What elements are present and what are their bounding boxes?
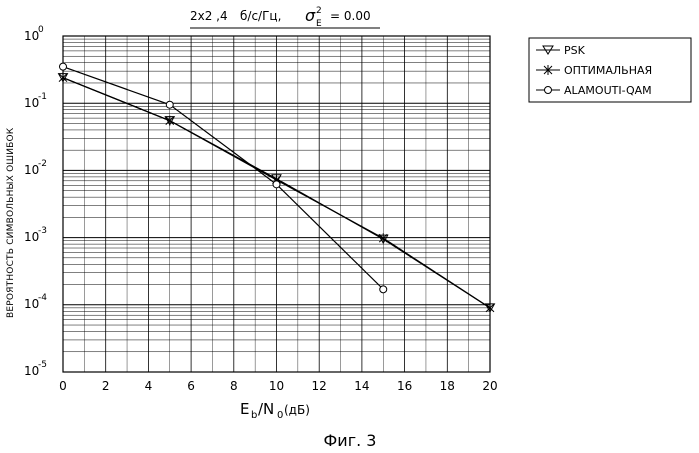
- legend: PSK ОПТИМАЛЬНАЯ ALAMOUTI-QAM: [529, 38, 691, 102]
- data-point: [166, 101, 173, 108]
- grid: [63, 36, 490, 372]
- title-sigma: σ: [305, 6, 316, 25]
- svg-text:-1: -1: [38, 92, 47, 102]
- x-axis: 0 2 4 6 8 10 12 14 16 18 20: [59, 379, 497, 393]
- x-tick-label: 14: [354, 379, 369, 393]
- series-line: [63, 67, 383, 290]
- y-axis: 10 0 10 -1 10 -2 10 -3 10 -4 10 -5: [24, 25, 47, 378]
- figure-caption: Фиг. 3: [324, 431, 377, 450]
- title-rate-unit: б/с/Гц,: [240, 9, 281, 23]
- y-tick-label: 10 -5: [24, 360, 47, 378]
- plot-area: [59, 36, 495, 372]
- svg-text:-2: -2: [38, 159, 47, 169]
- title-config: 2x2 ,4: [190, 9, 228, 23]
- x-tick-label: 20: [482, 379, 497, 393]
- svg-text:10: 10: [24, 364, 39, 378]
- x-tick-label: 2: [102, 379, 110, 393]
- svg-text:E: E: [240, 400, 249, 418]
- svg-text:-3: -3: [38, 226, 47, 236]
- svg-text:b: b: [251, 410, 257, 421]
- svg-text:10: 10: [24, 96, 39, 110]
- chart-title: 2x2 ,4 б/с/Гц, σ 2 E = 0.00: [190, 6, 380, 29]
- data-point: [60, 63, 67, 70]
- svg-text:-5: -5: [38, 360, 47, 370]
- x-tick-label: 12: [312, 379, 327, 393]
- y-tick-label: 10 -4: [24, 293, 47, 311]
- circle-icon: [545, 87, 552, 94]
- svg-text:-4: -4: [38, 293, 47, 303]
- svg-text:10: 10: [24, 230, 39, 244]
- legend-label: ОПТИМАЛЬНАЯ: [564, 64, 652, 77]
- svg-text:(дБ): (дБ): [284, 403, 310, 417]
- y-axis-label: ВЕРОЯТНОСТЬ СИМВОЛЬНЫХ ОШИБОК: [6, 127, 16, 318]
- title-sigma-value: = 0.00: [330, 9, 371, 23]
- svg-text:10: 10: [24, 297, 39, 311]
- legend-label: PSK: [564, 44, 586, 57]
- svg-text:/N: /N: [258, 400, 274, 418]
- series-alamouti-qam: [60, 63, 387, 293]
- svg-text:10: 10: [24, 29, 39, 43]
- data-point: [273, 181, 280, 188]
- svg-text:0: 0: [277, 410, 283, 421]
- y-tick-label: 10 0: [24, 25, 44, 43]
- x-tick-label: 18: [440, 379, 455, 393]
- x-axis-label: E b /N 0 (дБ): [240, 400, 310, 421]
- x-tick-label: 8: [230, 379, 238, 393]
- x-tick-label: 10: [269, 379, 284, 393]
- svg-text:10: 10: [24, 163, 39, 177]
- x-tick-label: 16: [397, 379, 412, 393]
- legend-label: ALAMOUTI-QAM: [564, 84, 652, 97]
- svg-text:0: 0: [38, 25, 44, 35]
- x-tick-label: 0: [59, 379, 67, 393]
- y-tick-label: 10 -2: [24, 159, 47, 177]
- data-point: [380, 286, 387, 293]
- x-tick-label: 4: [145, 379, 153, 393]
- x-tick-label: 6: [187, 379, 195, 393]
- y-tick-label: 10 -3: [24, 226, 47, 244]
- title-sigma-sup: 2: [316, 6, 322, 16]
- y-tick-label: 10 -1: [24, 92, 47, 110]
